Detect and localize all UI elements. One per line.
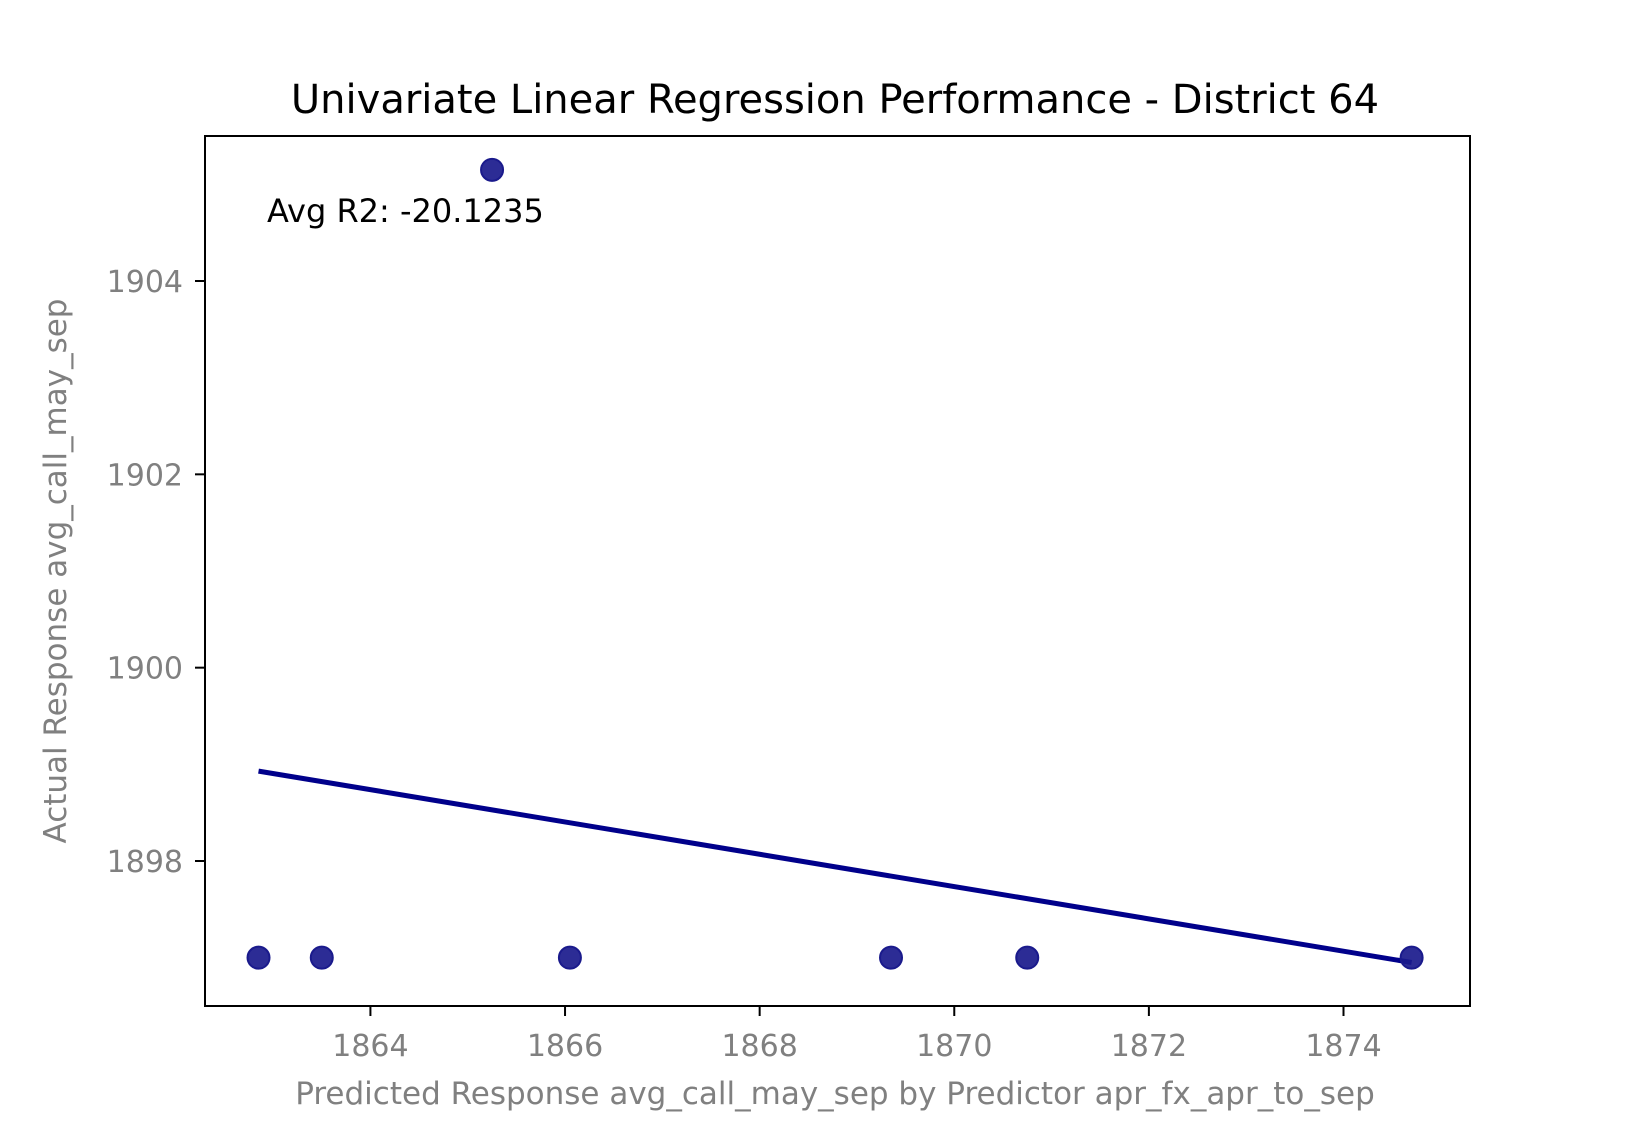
x-tick-label: 1866: [527, 1029, 603, 1064]
data-point-7: [1399, 945, 1424, 970]
data-point-3: [480, 157, 505, 182]
x-tick-label: 1874: [1305, 1029, 1381, 1064]
x-axis-ticks: 1864 1866 1868 1870 1872 1874: [332, 1006, 1382, 1064]
r2-annotation: Avg R2: -20.1235: [267, 192, 544, 230]
y-tick-label: 1898: [107, 845, 183, 880]
data-point-6: [1015, 945, 1040, 970]
axes-frame: [204, 135, 1471, 1007]
x-tick-label: 1864: [332, 1029, 408, 1064]
data-point-2: [309, 945, 334, 970]
plot-area: [246, 157, 1424, 970]
x-axis-label: Predicted Response avg_call_may_sep by P…: [295, 1076, 1375, 1112]
y-tick-label: 1904: [107, 265, 183, 300]
y-tick-label: 1902: [107, 458, 183, 493]
data-point-1: [246, 945, 271, 970]
chart-title: Univariate Linear Regression Performance…: [291, 77, 1379, 123]
x-tick-label: 1872: [1111, 1029, 1187, 1064]
y-axis-label: Actual Response avg_call_may_sep: [38, 299, 74, 844]
x-tick-label: 1870: [916, 1029, 992, 1064]
x-tick-label: 1868: [721, 1029, 797, 1064]
data-point-5: [879, 945, 904, 970]
y-axis-ticks: 1898 1900 1902 1904: [107, 265, 205, 880]
y-tick-label: 1900: [107, 652, 183, 687]
regression-line: [258, 768, 1413, 965]
data-point-4: [557, 945, 582, 970]
